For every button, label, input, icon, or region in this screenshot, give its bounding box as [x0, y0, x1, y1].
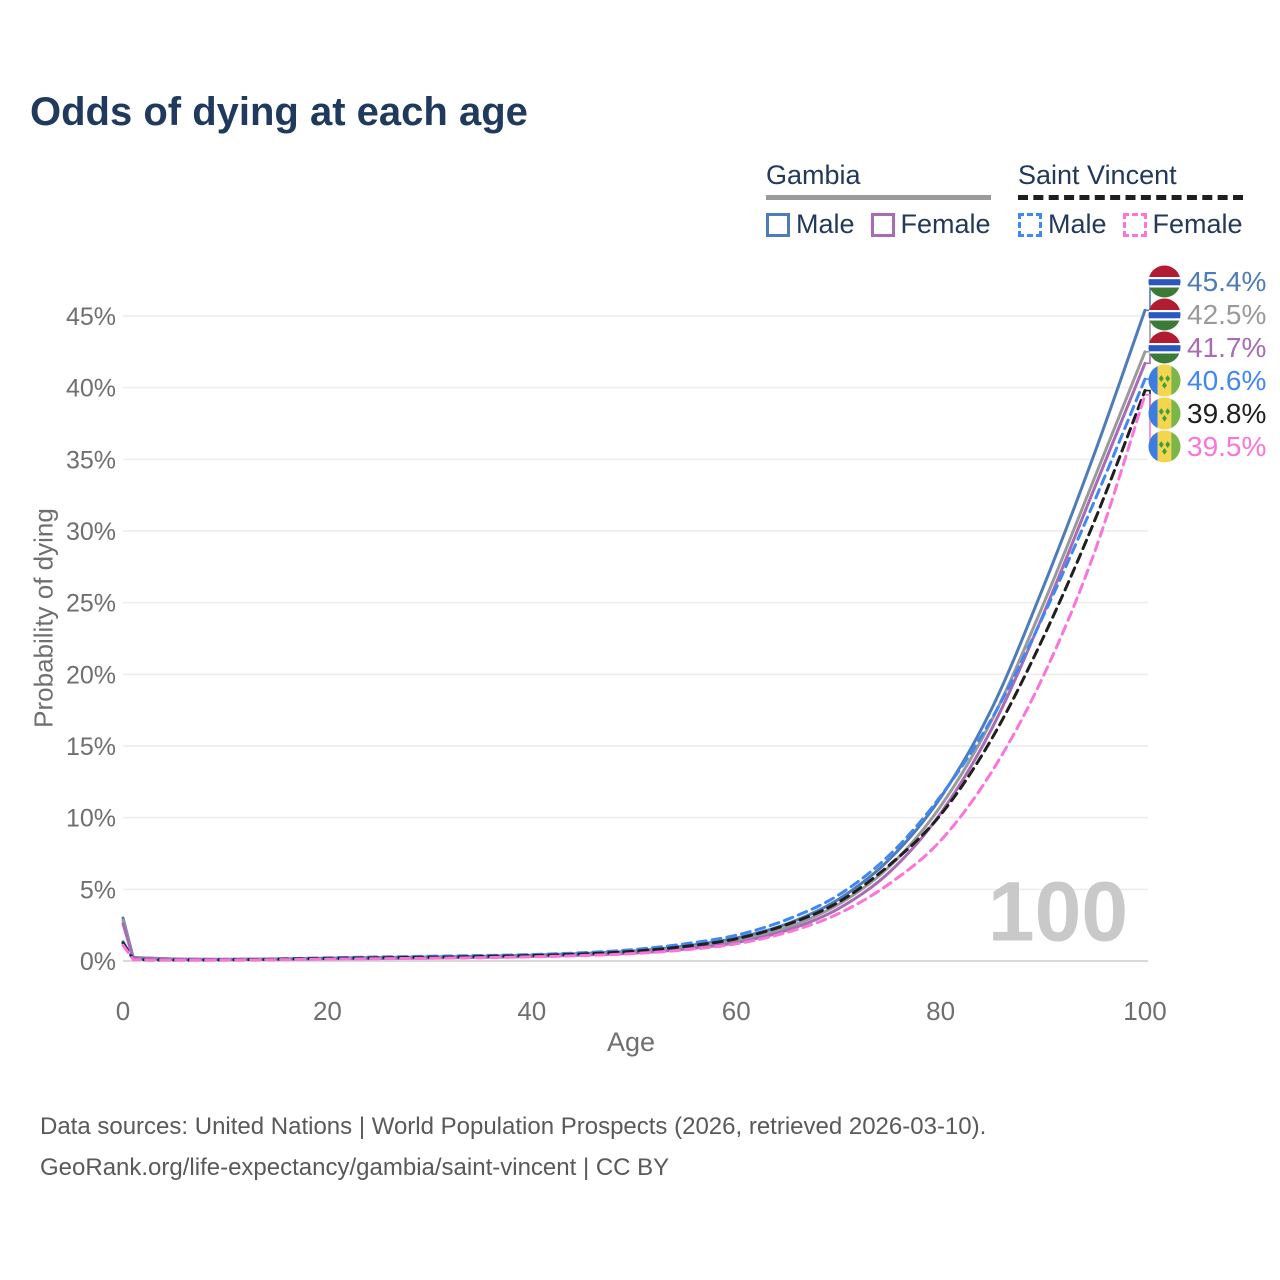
series-end-label-gambia-both[interactable]: 42.5%	[1148, 298, 1266, 331]
x-tick-label: 40	[517, 996, 546, 1026]
x-tick-label: 60	[722, 996, 751, 1026]
legend-swatch-gambia-male	[766, 212, 790, 237]
series-end-value: 42.5%	[1187, 298, 1267, 330]
footer-data-sources: Data sources: United Nations | World Pop…	[40, 1113, 987, 1140]
series-end-value: 41.7%	[1187, 331, 1267, 363]
y-axis-title: Probability of dying	[28, 508, 59, 728]
legend-country-saint-vincent: Saint Vincent	[1018, 160, 1177, 190]
x-tick-label: 0	[116, 996, 130, 1026]
legend-label-saint-vincent-female: Female	[1152, 209, 1243, 239]
y-tick-label: 15%	[66, 733, 116, 761]
x-axis-title: Age	[606, 1027, 656, 1057]
series-end-label-saint-vincent-both[interactable]: 39.8%	[1148, 397, 1266, 430]
series-line-gambia-male	[121, 308, 1147, 961]
gambia-flag-icon	[1148, 265, 1181, 298]
y-tick-label: 40%	[66, 375, 116, 403]
footer-attribution[interactable]: GeoRank.org/life-expectancy/gambia/saint…	[40, 1154, 670, 1181]
series-end-value: 39.8%	[1187, 397, 1267, 429]
legend-item-gambia-female[interactable]: Female	[870, 209, 991, 240]
legend-group-gambia: Gambia Male Female	[766, 160, 991, 240]
legend-group-saint-vincent: Saint Vincent Male Female	[1018, 160, 1243, 240]
legend-item-saint-vincent-female[interactable]: Female	[1122, 209, 1243, 240]
y-tick-label: 0%	[80, 948, 116, 976]
legend-label-saint-vincent-male: Male	[1048, 209, 1107, 239]
x-tick-label: 80	[926, 996, 955, 1026]
series-end-label-saint-vincent-male[interactable]: 40.6%	[1148, 364, 1266, 397]
gambia-flag-icon	[1148, 331, 1181, 364]
saint-vincent-flag-icon	[1148, 430, 1181, 463]
legend-item-saint-vincent-male[interactable]: Male	[1018, 209, 1107, 240]
legend-swatch-saint-vincent-male	[1018, 212, 1042, 237]
legend-swatch-gambia-female	[870, 212, 895, 237]
series-end-value: 45.4%	[1187, 265, 1267, 297]
series-end-label-gambia-female[interactable]: 41.7%	[1148, 331, 1266, 364]
x-tick-label: 20	[313, 996, 342, 1026]
footer: Data sources: United Nations | World Pop…	[40, 1106, 986, 1188]
y-tick-label: 10%	[66, 805, 116, 833]
y-tick-label: 25%	[66, 590, 116, 618]
series-end-value: 39.5%	[1187, 430, 1267, 462]
page-title: Odds of dying at each age	[30, 90, 528, 134]
x-tick-label: 100	[1123, 996, 1166, 1026]
series-end-value: 40.6%	[1187, 364, 1267, 396]
y-tick-label: 45%	[66, 303, 116, 331]
legend-label-gambia-male: Male	[796, 209, 855, 239]
series-end-label-gambia-male[interactable]: 45.4%	[1148, 265, 1266, 298]
legend-underline-gambia	[766, 195, 991, 200]
saint-vincent-flag-icon	[1148, 397, 1181, 430]
legend-swatch-saint-vincent-female	[1122, 212, 1147, 237]
y-tick-label: 30%	[66, 518, 116, 546]
series-end-label-saint-vincent-female[interactable]: 39.5%	[1148, 430, 1266, 463]
legend-item-gambia-male[interactable]: Male	[766, 209, 855, 240]
legend-label-gambia-female: Female	[900, 209, 991, 239]
y-tick-label: 5%	[80, 876, 116, 904]
y-tick-label: 35%	[66, 446, 116, 474]
legend-country-gambia: Gambia	[766, 160, 861, 190]
saint-vincent-flag-icon	[1148, 364, 1181, 397]
legend-underline-saint-vincent	[1018, 195, 1243, 200]
gambia-flag-icon	[1148, 298, 1181, 331]
age-watermark: 100	[987, 864, 1129, 959]
y-tick-label: 20%	[66, 661, 116, 689]
series-line-saint-vincent-female	[121, 393, 1147, 962]
